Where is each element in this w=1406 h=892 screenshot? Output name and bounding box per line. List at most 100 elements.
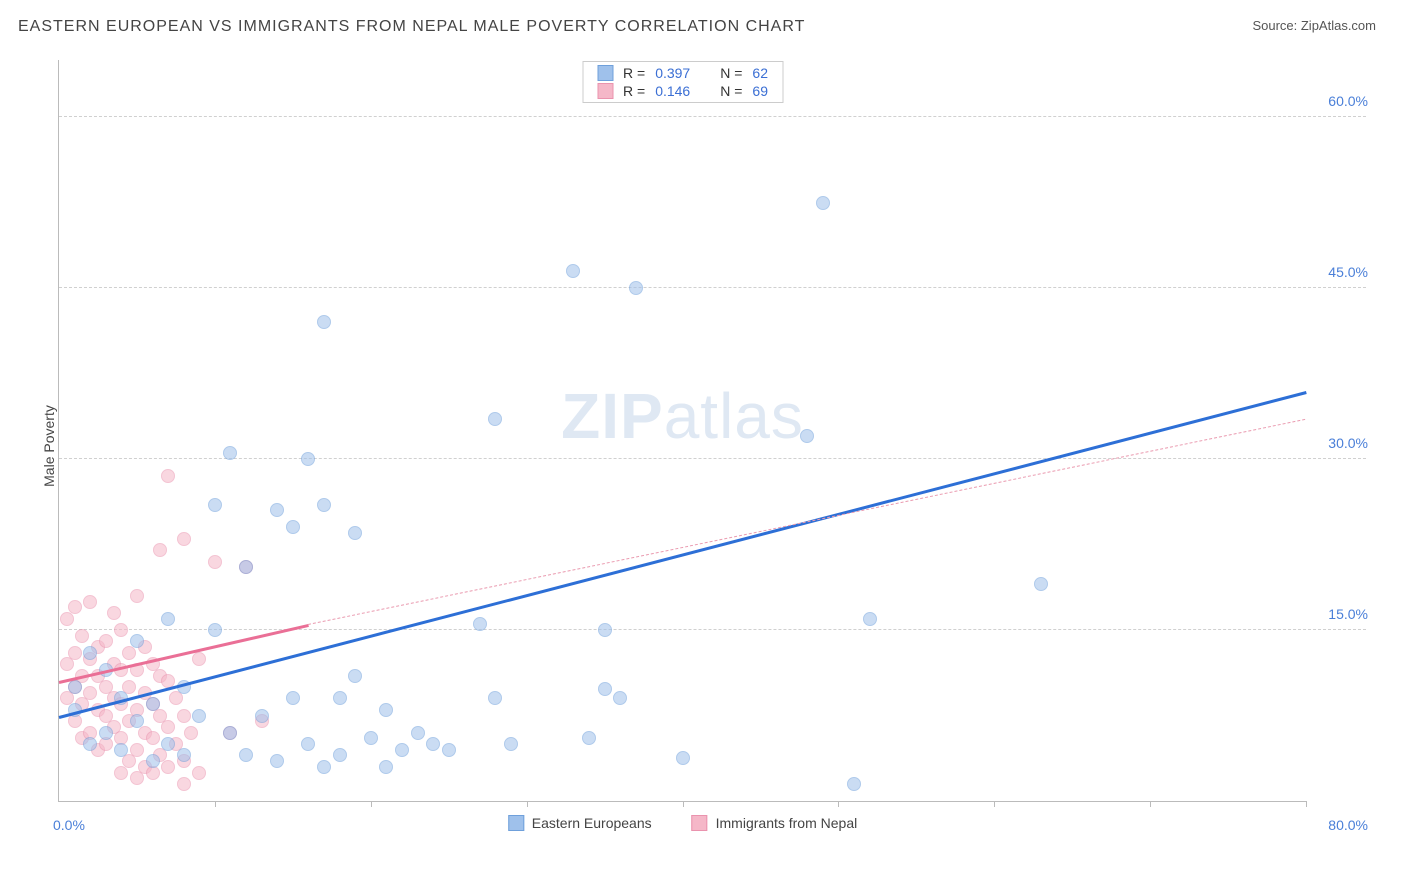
data-point [488, 691, 502, 705]
data-point [177, 777, 191, 791]
y-tick-label: 45.0% [1328, 264, 1368, 280]
data-point [68, 646, 82, 660]
data-point [161, 612, 175, 626]
legend-swatch [692, 815, 708, 831]
data-point [816, 196, 830, 210]
data-point [223, 726, 237, 740]
data-point [146, 754, 160, 768]
legend-swatch [508, 815, 524, 831]
gridline [59, 116, 1366, 117]
x-tick [215, 801, 216, 807]
data-point [317, 760, 331, 774]
data-point [161, 720, 175, 734]
gridline [59, 458, 1366, 459]
data-point [208, 555, 222, 569]
data-point [146, 697, 160, 711]
data-point [442, 743, 456, 757]
gridline [59, 629, 1366, 630]
data-point [800, 429, 814, 443]
data-point [208, 623, 222, 637]
correlation-row: R =0.146N =69 [583, 82, 782, 100]
data-point [1034, 577, 1048, 591]
correlation-row: R =0.397N =62 [583, 64, 782, 82]
data-point [566, 264, 580, 278]
data-point [192, 652, 206, 666]
gridline [59, 287, 1366, 288]
data-point [411, 726, 425, 740]
data-point [68, 600, 82, 614]
data-point [130, 714, 144, 728]
legend-label: Eastern Europeans [532, 815, 652, 831]
data-point [83, 646, 97, 660]
data-point [488, 412, 502, 426]
data-point [130, 743, 144, 757]
data-point [161, 737, 175, 751]
correlation-box: R =0.397N =62R =0.146N =69 [582, 61, 783, 103]
data-point [239, 748, 253, 762]
source-label: Source: ZipAtlas.com [1252, 18, 1376, 33]
legend: Eastern Europeans Immigrants from Nepal [508, 815, 857, 831]
data-point [348, 526, 362, 540]
data-point [348, 669, 362, 683]
data-point [177, 532, 191, 546]
data-point [177, 709, 191, 723]
data-point [504, 737, 518, 751]
data-point [75, 629, 89, 643]
y-tick-label: 60.0% [1328, 93, 1368, 109]
scatter-plot: ZIPatlas R =0.397N =62R =0.146N =69 0.0%… [58, 60, 1306, 802]
data-point [379, 760, 393, 774]
data-point [426, 737, 440, 751]
legend-item: Immigrants from Nepal [692, 815, 858, 831]
data-point [629, 281, 643, 295]
data-point [317, 315, 331, 329]
x-max-label: 80.0% [1328, 817, 1368, 833]
data-point [598, 623, 612, 637]
data-point [192, 766, 206, 780]
data-point [83, 686, 97, 700]
y-tick-label: 30.0% [1328, 435, 1368, 451]
data-point [99, 726, 113, 740]
x-tick [371, 801, 372, 807]
data-point [847, 777, 861, 791]
data-point [255, 709, 269, 723]
x-tick [683, 801, 684, 807]
data-point [223, 446, 237, 460]
x-min-label: 0.0% [53, 817, 85, 833]
data-point [582, 731, 596, 745]
data-point [863, 612, 877, 626]
x-tick [994, 801, 995, 807]
data-point [395, 743, 409, 757]
data-point [286, 520, 300, 534]
data-point [473, 617, 487, 631]
data-point [153, 543, 167, 557]
y-tick-label: 15.0% [1328, 606, 1368, 622]
data-point [301, 737, 315, 751]
x-tick [1150, 801, 1151, 807]
data-point [184, 726, 198, 740]
data-point [676, 751, 690, 765]
chart-container: Male Poverty ZIPatlas R =0.397N =62R =0.… [18, 50, 1376, 842]
data-point [83, 737, 97, 751]
legend-swatch [597, 83, 613, 99]
x-tick [1306, 801, 1307, 807]
x-tick [838, 801, 839, 807]
data-point [598, 682, 612, 696]
watermark: ZIPatlas [561, 379, 804, 453]
data-point [270, 503, 284, 517]
trend-line [308, 419, 1306, 625]
y-axis-label: Male Poverty [41, 405, 57, 487]
data-point [301, 452, 315, 466]
data-point [317, 498, 331, 512]
trend-line [59, 391, 1307, 719]
data-point [99, 634, 113, 648]
data-point [130, 634, 144, 648]
data-point [177, 748, 191, 762]
data-point [270, 754, 284, 768]
data-point [130, 589, 144, 603]
data-point [146, 731, 160, 745]
data-point [68, 680, 82, 694]
data-point [114, 743, 128, 757]
legend-label: Immigrants from Nepal [716, 815, 858, 831]
data-point [161, 760, 175, 774]
data-point [286, 691, 300, 705]
